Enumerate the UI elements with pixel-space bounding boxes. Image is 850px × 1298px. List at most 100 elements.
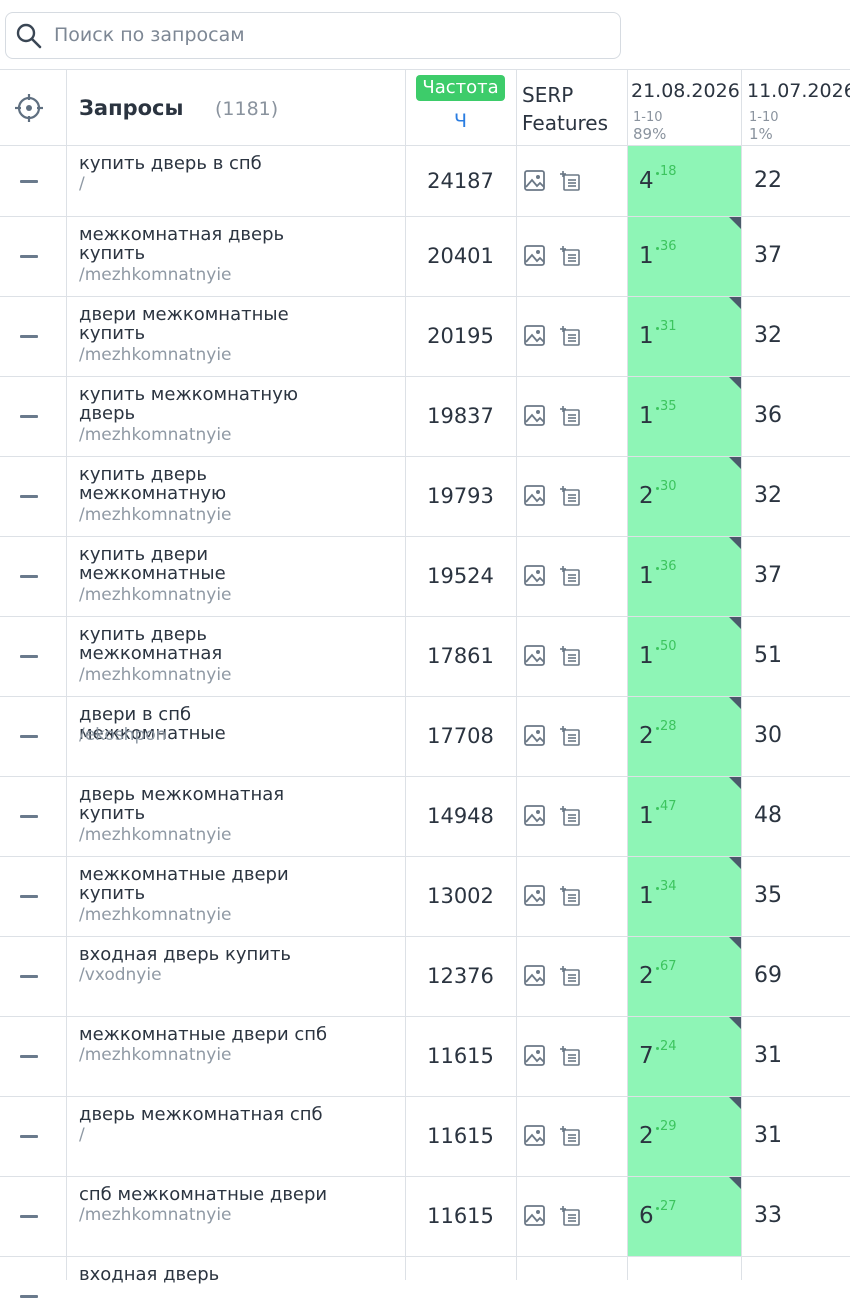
delta: 29 (660, 1119, 677, 1134)
green-cell (627, 857, 741, 936)
row-toggle[interactable] (20, 975, 38, 978)
query[interactable]: межкомнатная дверь купить (79, 224, 285, 264)
row-line (0, 616, 850, 617)
date-header[interactable]: 21.08.2026 (631, 80, 740, 102)
green-cell (627, 1177, 741, 1256)
frequency-badge[interactable]: Частота (416, 75, 505, 101)
row-line (0, 1016, 850, 1017)
serp-list-icon (560, 646, 580, 666)
query[interactable]: входная дверь купить (79, 944, 292, 965)
delta: 18 (660, 163, 677, 179)
position: 2 (639, 1123, 654, 1149)
serp-image-icon (524, 885, 545, 906)
previous: 48 (754, 803, 782, 828)
query[interactable]: двери межкомнатные купить (79, 304, 289, 344)
url[interactable]: /mezhkomnatnyie (79, 1205, 232, 1225)
row-toggle[interactable] (20, 335, 38, 338)
previous: 31 (754, 1043, 782, 1068)
query[interactable]: купить дверь межкомнатную (79, 464, 227, 504)
query[interactable]: спб межкомнатные двери (79, 1184, 328, 1205)
query[interactable]: дверь межкомнатная купить (79, 784, 285, 824)
row-toggle[interactable] (20, 255, 38, 258)
corner-marker (729, 857, 741, 869)
previous: 33 (754, 1203, 782, 1228)
query[interactable]: купить дверь межкомнатная (79, 624, 223, 664)
column-line (516, 70, 517, 1280)
frequency-sub[interactable]: Ч (453, 110, 468, 132)
corner-marker (729, 217, 741, 229)
serp-image-icon (524, 565, 545, 586)
row-toggle[interactable] (20, 1055, 38, 1058)
delta-dot (656, 1047, 659, 1050)
date-header[interactable]: 11.07.2026 (747, 80, 850, 102)
url[interactable]: /mezhkomnatnyie (79, 1045, 232, 1065)
green-cell (627, 537, 741, 616)
serp-image-icon (524, 169, 545, 191)
green-cell (627, 377, 741, 456)
url[interactable]: /mezhkomnatnyie (79, 825, 232, 845)
previous: 22 (754, 167, 782, 193)
row-toggle[interactable] (20, 1215, 38, 1218)
search-icon (16, 23, 42, 49)
delta: 28 (660, 719, 677, 734)
row-toggle[interactable] (20, 575, 38, 578)
url[interactable]: /mezhkomnatnyie (79, 585, 232, 605)
position: 4 (639, 167, 654, 194)
frequency: 19524 (427, 564, 494, 588)
frequency: 19837 (427, 404, 494, 428)
delta: 50 (660, 639, 677, 654)
corner-marker (729, 1017, 741, 1029)
previous: 69 (754, 963, 782, 988)
row-line (0, 376, 850, 377)
serp-list-icon (560, 486, 580, 506)
url[interactable]: /mezhkomnatnyie (79, 265, 232, 285)
row-toggle[interactable] (20, 815, 38, 818)
target-icon[interactable] (14, 93, 44, 123)
query[interactable]: межкомнатные двери спб (79, 1024, 328, 1045)
query[interactable]: входная дверь (79, 1264, 220, 1285)
previous: 30 (754, 723, 782, 748)
frequency: 17708 (427, 724, 494, 748)
query[interactable]: купить дверь в спб (79, 153, 262, 174)
serp-image-icon (524, 1125, 545, 1146)
serp-list-icon (560, 1046, 580, 1066)
search-box[interactable]: Поиск по запросам (5, 12, 621, 59)
frequency: 12376 (427, 964, 494, 988)
previous: 36 (754, 403, 782, 428)
url[interactable]: /mezhkomnatnyie (79, 425, 232, 445)
serp-image-icon (524, 805, 545, 826)
row-toggle[interactable] (20, 735, 38, 738)
url[interactable]: / (79, 174, 85, 194)
frequency: 20401 (427, 244, 494, 268)
row-toggle[interactable] (20, 179, 38, 183)
previous: 51 (754, 643, 782, 668)
corner-marker (729, 697, 741, 709)
serp-list-icon (560, 406, 580, 426)
serp-image-icon (524, 325, 545, 346)
url[interactable]: /mezhkomnatnyie (79, 905, 232, 925)
url[interactable]: /mezhkomnatnyie (79, 345, 232, 365)
delta-dot (656, 1127, 659, 1130)
query[interactable]: межкомнатные двери купить (79, 864, 289, 904)
url[interactable]: /mezhkomnatnyie (79, 505, 232, 525)
corner-marker (729, 537, 741, 549)
query[interactable]: двери в спб межкомнатные (79, 704, 226, 744)
delta-dot (656, 887, 659, 890)
frequency: 17861 (427, 644, 494, 668)
position: 6 (639, 1203, 654, 1229)
query[interactable]: купить межкомнатную дверь (79, 384, 298, 424)
position: 2 (639, 723, 654, 749)
row-toggle[interactable] (20, 895, 38, 898)
url[interactable]: / (79, 1125, 85, 1145)
row-toggle[interactable] (20, 1135, 38, 1138)
url[interactable]: /ekoshpon (79, 725, 167, 745)
previous: 37 (754, 243, 782, 268)
row-toggle[interactable] (20, 495, 38, 498)
row-toggle[interactable] (20, 415, 38, 418)
date-range: 1-10 (749, 110, 779, 125)
row-toggle[interactable] (20, 655, 38, 658)
query[interactable]: дверь межкомнатная спб (79, 1104, 323, 1125)
url[interactable]: /vxodnyie (79, 965, 162, 985)
url[interactable]: /mezhkomnatnyie (79, 665, 232, 685)
query[interactable]: купить двери межкомнатные (79, 544, 226, 584)
